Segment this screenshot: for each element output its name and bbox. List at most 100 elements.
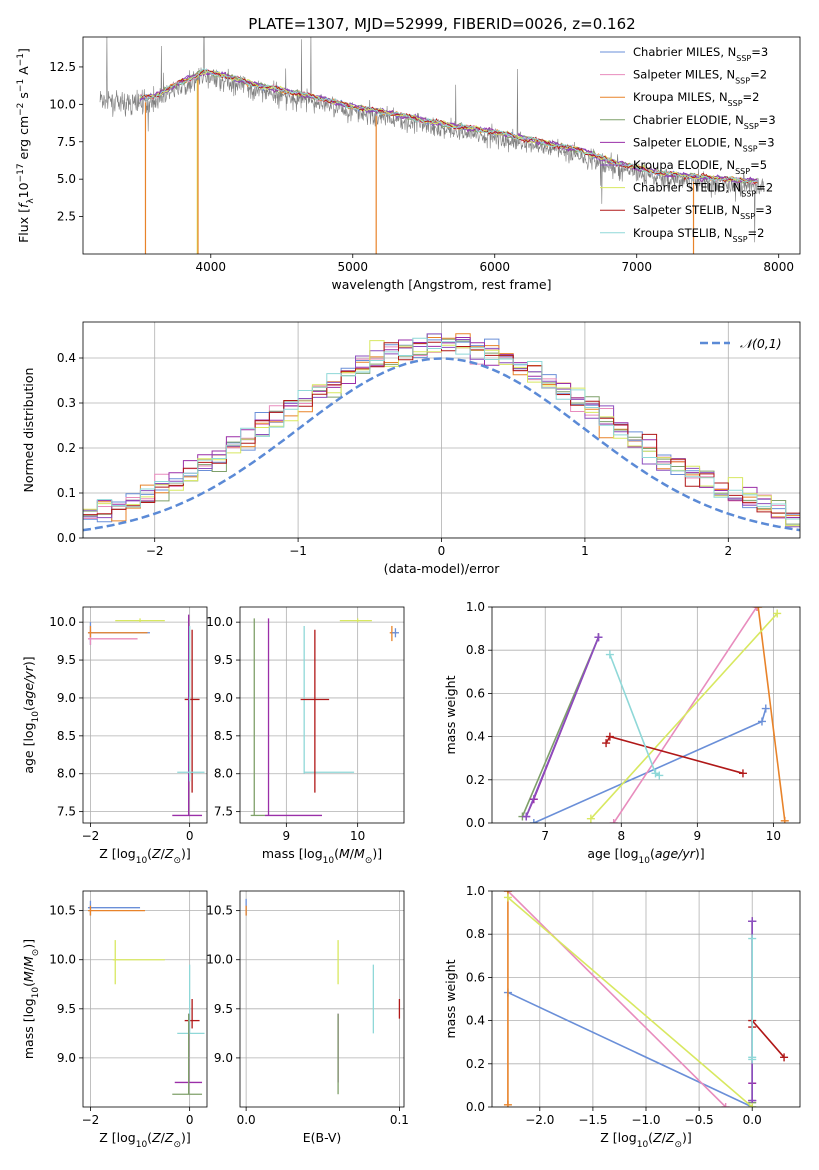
panel-age_vs_mass: 9 10 7.5 8.0 8.5 9.0 9.5 10.0 mass [log10(M/M⊙)] [206,606,405,866]
plot-area [492,891,800,1107]
weight-point [503,893,512,902]
y-tick-label: 8.0 [214,767,233,781]
y-tick-label: 7.5 [57,805,76,819]
x-tick-label: 0 [186,1113,194,1127]
weight-line-kroupa-miles [757,607,786,821]
errorbar-chabrier-miles [87,900,141,916]
weight-line-salpeter-stelib [751,1018,785,1058]
y-tick-label: 0.6 [466,686,485,700]
plot-area [83,607,207,823]
x-tick-label: −1 [289,544,307,558]
weight-point [586,814,595,823]
x-tick-label: 0.0 [237,1113,256,1127]
errorbar-chabrier-stelib [115,618,165,623]
y-axis-label: mass [log10(M/M⊙)] [21,939,41,1059]
y-tick-label: 0.4 [466,1014,485,1028]
y-tick-label: 2.5 [57,210,76,224]
model-line-kroupa-stelib [139,68,758,184]
y-tick-label: 0.0 [466,816,485,830]
weight-point [655,771,664,780]
y-axis-label: mass weight [443,675,458,754]
weight-point [721,1103,730,1107]
y-tick-label: 0.2 [57,441,76,455]
y-tick-label: 0.4 [466,730,485,744]
x-tick-label: 7 [541,829,549,843]
plot-area [99,37,765,254]
x-tick-label: 1 [581,544,589,558]
legend-label: Salpeter STELIB, NSSP=3 [633,203,772,221]
weight-point [780,816,789,823]
y-tick-label: 7.5 [57,135,76,149]
weight-point [602,739,611,748]
axes: 4000 5000 6000 7000 8000 2.5 5.0 7.5 10.0 12.5 wav… [16,36,801,292]
weight-line-chabrier-stelib [590,612,778,820]
weight-point [738,769,747,778]
figure-title: PLATE=1307, MJD=52999, FIBERID=0026, z=0… [248,15,635,33]
errorbar-salpeter-elodie [172,614,203,817]
panel-residuals: −2 −1 0 1 2 0.0 0.1 0.2 0.3 0.4 (data-model)/error… [21,321,801,576]
weight-line-kroupa-stelib [609,654,660,777]
errorbar-salpeter-elodie [264,618,322,817]
x-axis-label: E(B-V) [303,1130,342,1145]
y-tick-label: 10.0 [49,953,76,967]
x-tick-label: 0.0 [743,1113,762,1127]
plot-area [83,891,207,1107]
errorbar-chabrier-stelib [339,618,372,623]
axes-frame [82,890,208,1108]
errorbar-kroupa-stelib [177,964,205,1035]
x-tick-label: −1.0 [631,1113,660,1127]
weight-point [773,609,782,618]
errorbar-kroupa-miles [87,625,148,638]
weight-line-salpeter-stelib [605,735,744,775]
weight-point [752,607,761,611]
y-axis-label: age [log10(age/yr)] [21,656,41,773]
y-tick-label: 0.6 [466,970,485,984]
x-tick-label: 2 [724,544,732,558]
panels: 4000 5000 6000 7000 80002.55.07.510.012.5wav… [16,36,801,1150]
panel-mass_vs_Z: −2 0 9.0 9.5 10.0 10.5 Z [log10(Z/Z⊙)] mass [lo… [21,890,208,1150]
y-tick-label: 0.8 [466,643,485,657]
plot-area [240,607,404,823]
legend: 𝒩(0,1) [700,336,782,351]
axes-frame [239,606,405,824]
panel-spectrum: 4000 5000 6000 7000 8000 2.5 5.0 7.5 10.0 12.5 wav… [16,36,801,292]
legend: Chabrier MILES, NSSP=3 Salpeter MILES, NS… [600,45,776,243]
axes: −2 −1 0 1 2 0.0 0.1 0.2 0.3 0.4 (data-model)/error… [21,321,801,576]
errorbar-salpeter-stelib [184,999,200,1029]
y-tick-label: 8.5 [57,729,76,743]
x-tick-label: 9 [283,829,291,843]
model-line-kroupa-elodie [139,71,758,183]
y-tick-label: 9.5 [57,1002,76,1016]
legend-label: Chabrier MILES, NSSP=3 [633,45,768,63]
x-tick-label: 7000 [621,260,652,274]
axes-frame [491,890,801,1108]
errorbar-kroupa-stelib [177,625,205,782]
axes-frame [82,321,801,539]
y-tick-label: 10.5 [49,904,76,918]
y-tick-label: 0.3 [57,396,76,410]
y-axis-label: mass weight [443,959,458,1038]
legend-label: Kroupa ELODIE, NSSP=5 [633,158,767,176]
axes: 9 10 7.5 8.0 8.5 9.0 9.5 10.0 mass [log10(M/M⊙)] [206,606,405,866]
x-tick-label: −2.0 [525,1113,554,1127]
normal-curve [83,357,800,532]
x-axis-label: mass [log10(M/M⊙)] [262,846,382,866]
y-tick-label: 7.5 [214,805,233,819]
plot-area [240,891,404,1107]
plot-area [83,322,800,538]
x-tick-label: −2 [82,1113,100,1127]
y-tick-label: 10.0 [49,615,76,629]
weight-point [605,650,614,659]
axes: −2.0 −1.5 −1.0 −0.5 0.0 0.0 0.2 0.4 0.6 0.8 1.0 Z [… [443,884,801,1150]
x-axis-label: Z [log10(Z/Z⊙)] [99,846,191,866]
legend-label: Salpeter ELODIE, NSSP=3 [633,135,775,153]
x-axis-label: Z [log10(Z/Z⊙)] [99,1130,191,1150]
y-tick-label: 9.5 [214,1002,233,1016]
x-tick-label: 10 [766,829,781,843]
axes: 7 8 9 10 0.0 0.2 0.4 0.6 0.8 1.0 age [log10(age/yr… [443,600,801,866]
y-tick-label: 12.5 [49,60,76,74]
x-tick-label: −1.5 [578,1113,607,1127]
x-axis-label: wavelength [Angstrom, rest frame] [331,277,551,292]
errorbar-chabrier-miles [391,628,400,638]
